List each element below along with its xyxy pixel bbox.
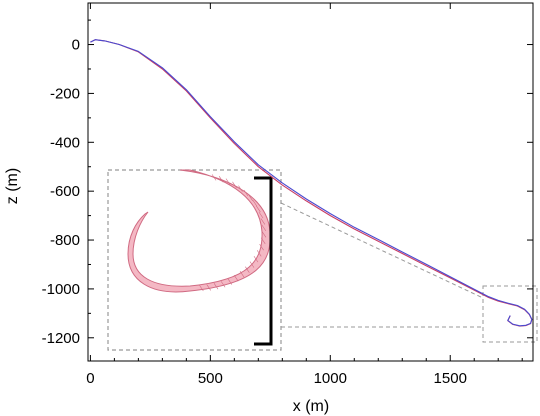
inset-hatch bbox=[218, 175, 224, 183]
y-tick-label: -800 bbox=[50, 232, 80, 249]
x-tick-label: 0 bbox=[86, 370, 94, 387]
inset-hatch bbox=[238, 185, 243, 192]
inset-hatch bbox=[256, 250, 262, 257]
inset-hatch bbox=[260, 218, 266, 225]
y-tick-label: -1200 bbox=[42, 330, 80, 347]
inset-hatch bbox=[227, 278, 233, 285]
inset-hatch bbox=[232, 181, 237, 188]
y-tick-label: 0 bbox=[72, 37, 80, 54]
inset-hatch bbox=[259, 243, 264, 251]
x-axis-title: x (m) bbox=[293, 398, 329, 415]
y-tick-label: -400 bbox=[50, 134, 80, 151]
inset-hatch bbox=[252, 200, 258, 207]
inset-hatch bbox=[261, 224, 267, 232]
inset-hatch bbox=[220, 281, 226, 288]
inset-hatch bbox=[239, 271, 245, 278]
y-tick-label: -200 bbox=[50, 85, 80, 102]
x-tick-label: 500 bbox=[198, 370, 223, 387]
x-tick-label: 1500 bbox=[434, 370, 467, 387]
x-tick-label: 1000 bbox=[314, 370, 347, 387]
inset-hatch bbox=[248, 194, 254, 202]
inset-hatch bbox=[206, 284, 211, 291]
inset-hatch bbox=[243, 189, 249, 197]
plot-area bbox=[90, 39, 533, 327]
inset-hatch bbox=[233, 275, 239, 282]
y-tick-label: -600 bbox=[50, 183, 80, 200]
zoom-region-box bbox=[482, 285, 538, 343]
inset-connector-top bbox=[280, 202, 484, 299]
inset-hatch bbox=[260, 237, 266, 244]
inset-hatch bbox=[245, 266, 250, 273]
zoom-inset bbox=[107, 169, 538, 351]
axes: 0 500 1000 1500 0 -200 -400 -600 -800 -1000 -1200 bbox=[42, 2, 534, 387]
inset-hatch bbox=[249, 261, 255, 268]
inset-hatch bbox=[199, 284, 204, 292]
inset-hatch bbox=[258, 211, 264, 219]
inset-hatch bbox=[225, 178, 231, 185]
y-tick-label: -1000 bbox=[42, 281, 80, 298]
plot-frame bbox=[87, 2, 534, 362]
series-line-2 bbox=[90, 39, 533, 327]
inset-hatch bbox=[261, 231, 267, 238]
y-axis-title: z (m) bbox=[4, 168, 21, 204]
inset-hatch bbox=[213, 283, 219, 290]
inset-hatch bbox=[253, 255, 259, 263]
inset-hatch bbox=[211, 174, 217, 181]
inset-hatch bbox=[256, 205, 261, 213]
